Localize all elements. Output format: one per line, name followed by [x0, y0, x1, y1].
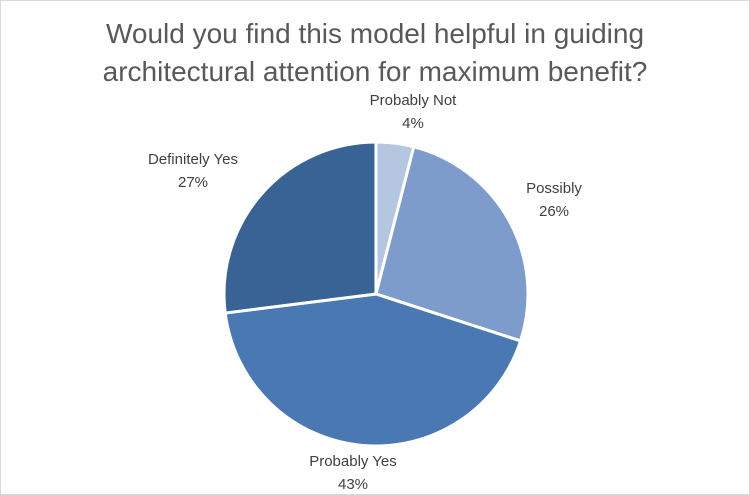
pie-slice-possibly: [374, 145, 530, 343]
pie-slice-definitely-yes: [222, 140, 378, 315]
slice-value-definitely-yes: 27%: [178, 174, 208, 191]
slice-label-definitely-yes: Definitely Yes: [148, 151, 238, 168]
slice-value-possibly: 26%: [539, 203, 569, 220]
chart-title: Would you find this model helpful in gui…: [1, 15, 749, 91]
slice-label-probably-yes: Probably Yes: [309, 453, 397, 470]
slice-value-probably-yes: 43%: [338, 476, 368, 493]
chart-title-line-1: Would you find this model helpful in gui…: [105, 18, 645, 49]
slice-label-probably-not: Probably Not: [370, 92, 458, 109]
chart-title-line-2: architectural attention for maximum bene…: [102, 56, 648, 87]
slice-value-probably-not: 4%: [402, 115, 424, 132]
slice-label-possibly: Possibly: [526, 180, 582, 197]
pie-slice-probably-yes: [223, 292, 523, 448]
